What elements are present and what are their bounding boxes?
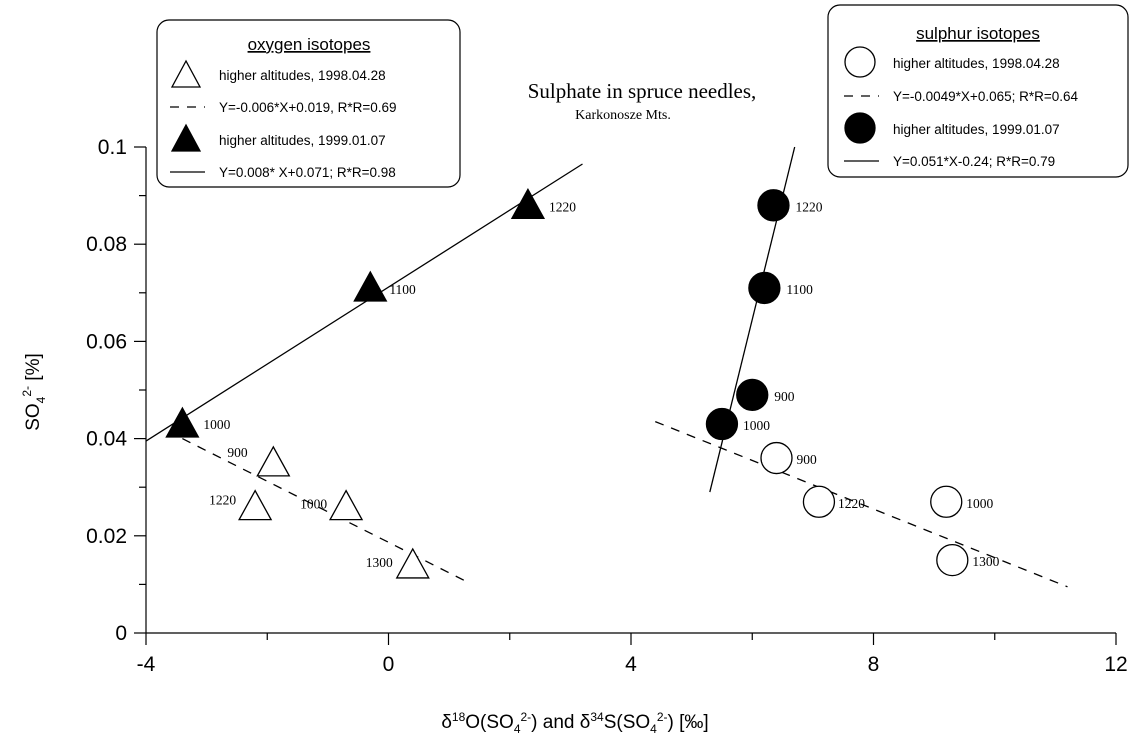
legend-sulphur-title: sulphur isotopes — [916, 24, 1040, 43]
legend-open-circle-icon — [844, 46, 876, 78]
x-ticks: -4 0 4 8 12 — [137, 633, 1128, 676]
point-label: 1000 — [966, 496, 993, 511]
y-tick-label: 0.04 — [86, 428, 127, 451]
point-label: 1100 — [786, 282, 813, 297]
legend-oxygen-title: oxygen isotopes — [248, 35, 371, 54]
legend-sulphur-entry-4: Y=0.051*X-0.24; R*R=0.79 — [893, 154, 1055, 169]
legend-open-triangle-icon — [170, 59, 202, 88]
y-tick-label: 0.02 — [86, 525, 127, 548]
point-label: 1220 — [209, 493, 236, 508]
filled-circle-marker — [705, 407, 739, 441]
y-axis-label: SO42- [%] — [20, 353, 48, 431]
x-axis-label: δ18O(SO42-) and δ34S(SO42-) [‰] — [441, 710, 708, 736]
filled-triangle-marker — [353, 270, 388, 302]
point-label: 900 — [797, 452, 818, 467]
open-triangle-marker — [328, 489, 364, 521]
point-label: 1100 — [389, 282, 416, 297]
legend-sulphur-box — [827, 4, 1129, 178]
x-tick-label: 4 — [625, 653, 637, 676]
filled-triangle-marker — [510, 187, 546, 219]
y-tick-label: 0.1 — [98, 136, 127, 159]
x-tick-label: 0 — [383, 653, 395, 676]
filled-triangle-marker — [165, 406, 200, 438]
dashed-fit-line — [182, 438, 468, 583]
point-label: 1000 — [300, 497, 327, 512]
chart-title: Sulphate in spruce needles, — [528, 79, 757, 103]
legend-oxygen-entry-2: Y=-0.006*X+0.019, R*R=0.69 — [219, 100, 397, 115]
x-tick-label: 12 — [1104, 653, 1127, 676]
legend-filled-circle-icon — [844, 112, 876, 144]
point-label: 1220 — [549, 199, 576, 214]
filled-circle-marker — [736, 378, 769, 412]
legend-oxygen-entry-4: Y=0.008* X+0.071; R*R=0.98 — [219, 165, 396, 180]
y-tick-label: 0.06 — [86, 330, 127, 353]
point-label: 1300 — [972, 554, 999, 569]
open-triangle-marker — [256, 445, 291, 477]
y-tick-label: 0.08 — [86, 233, 127, 256]
legend-oxygen: oxygen isotopes higher altitudes, 1998.0… — [156, 19, 461, 188]
open-circle-marker — [930, 485, 963, 518]
point-label: 1220 — [795, 199, 822, 214]
legend-oxygen-entry-1: higher altitudes, 1998.04.28 — [219, 68, 386, 83]
point-label: 1300 — [366, 555, 393, 570]
open-circle-marker — [802, 485, 836, 518]
legend-sulphur: sulphur isotopes higher altitudes, 1998.… — [827, 4, 1129, 178]
solid-fit-line — [145, 163, 583, 442]
point-label: 900 — [227, 445, 248, 460]
legend-filled-triangle-icon — [170, 123, 202, 152]
legend-sulphur-entry-2: Y=-0.0049*X+0.065; R*R=0.64 — [893, 89, 1079, 104]
filled-circle-marker — [757, 189, 790, 222]
legend-oxygen-entry-3: higher altitudes, 1999.01.07 — [219, 133, 386, 148]
x-tick-label: -4 — [137, 653, 156, 676]
legend-sulphur-entry-1: higher altitudes, 1998.04.28 — [893, 56, 1060, 71]
legend-oxygen-box — [156, 19, 461, 188]
point-label: 900 — [774, 389, 795, 404]
point-label: 1000 — [203, 417, 230, 432]
open-circle-marker — [936, 543, 969, 577]
x-tick-label: 8 — [868, 653, 880, 676]
open-triangle-marker — [395, 547, 430, 579]
filled-circle-marker — [748, 271, 781, 305]
chart-subtitle: Karkonosze Mts. — [575, 108, 671, 123]
open-circle-marker — [760, 441, 793, 475]
point-label: 1000 — [743, 418, 770, 433]
point-label: 1220 — [838, 496, 865, 511]
data-points — [165, 187, 969, 579]
legend-sulphur-entry-3: higher altitudes, 1999.01.07 — [893, 122, 1060, 137]
open-triangle-marker — [238, 489, 273, 521]
y-tick-label: 0 — [115, 622, 127, 645]
dashed-fit-line — [655, 420, 1068, 588]
point-labels: 900 1220 1000 1300 1000 1100 1220 900 1220 1000 13… — [203, 199, 999, 570]
y-ticks: 0 0.02 0.04 0.06 0.08 0.1 — [86, 136, 146, 645]
